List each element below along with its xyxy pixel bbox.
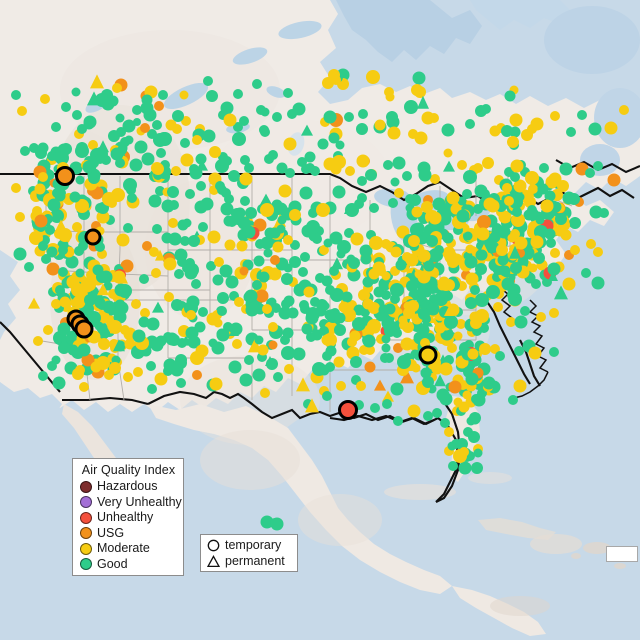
legend-items: Hazardous Very Unhealthy Unhealthy USG Moder…	[80, 479, 182, 573]
circle-outline-icon	[206, 538, 221, 552]
legend-swatch-icon	[80, 527, 92, 540]
coastline-detail	[499, 287, 549, 399]
legend-item-temporary: temporary	[206, 537, 293, 553]
gulf-of-mexico	[280, 412, 460, 500]
legend-item-unhealthy: Unhealthy	[80, 510, 177, 526]
legend-item-very-unhealthy: Very Unhealthy	[80, 495, 182, 511]
mexico-landmass	[148, 404, 546, 636]
legend-air-quality-index: Air Quality Index Hazardous Very Unhealth…	[72, 458, 184, 576]
legend-station-type: temporary permanent	[200, 534, 298, 572]
legend-label-permanent: permanent	[225, 553, 285, 568]
legend-label: Moderate	[97, 541, 150, 556]
triangle-outline-icon	[206, 554, 221, 568]
legend-label: Very Unhealthy	[97, 494, 182, 509]
legend-label-temporary: temporary	[225, 537, 282, 552]
florida-peninsula	[446, 396, 480, 482]
legend-swatch-icon	[80, 542, 92, 555]
legend-label: Hazardous	[97, 479, 158, 494]
legend-item-hazardous: Hazardous	[80, 479, 177, 495]
legend-label: Unhealthy	[97, 510, 154, 525]
caribbean-islands	[384, 472, 631, 616]
legend-item-good: Good	[80, 557, 177, 573]
northern-waters	[336, 0, 640, 176]
legend-swatch-icon	[80, 511, 92, 524]
legend-swatch-icon	[80, 496, 92, 509]
legend-item-usg: USG	[80, 526, 177, 542]
legend-swatch-icon	[80, 558, 92, 571]
legend-label: USG	[97, 525, 125, 540]
legend-item-moderate: Moderate	[80, 541, 177, 557]
inset-callout-box	[606, 546, 638, 562]
legend-label: Good	[97, 556, 128, 571]
pacific-coast	[0, 250, 62, 458]
landmass-north-america	[0, 0, 640, 445]
legend-item-permanent: permanent	[206, 553, 293, 569]
legend-swatch-icon	[80, 480, 92, 493]
legend-title: Air Quality Index	[81, 463, 176, 477]
